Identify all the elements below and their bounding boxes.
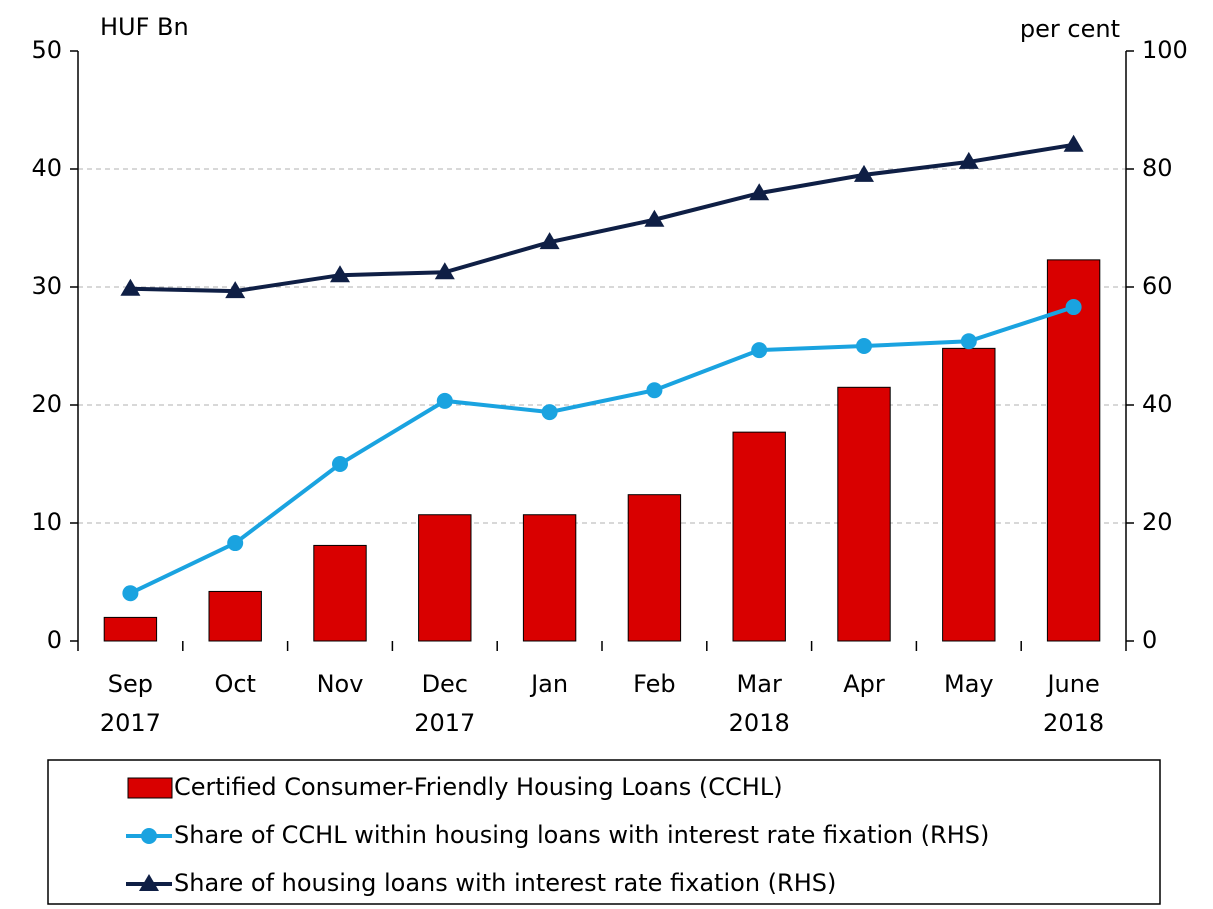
bar — [208, 590, 262, 642]
y2-tick-label: 80 — [1142, 154, 1173, 182]
marker — [122, 585, 139, 602]
bar — [522, 514, 577, 642]
y-tick-label: 50 — [31, 36, 62, 64]
bar — [627, 494, 682, 642]
marker — [960, 333, 977, 350]
marker — [856, 338, 872, 354]
x-tick-label: Dec 2017 — [414, 670, 475, 737]
x-tick-label: June 2018 — [1043, 670, 1104, 737]
x-tick-label: Oct — [214, 670, 256, 698]
x-tick-label: Mar 2018 — [729, 670, 790, 737]
marker — [1065, 299, 1082, 316]
y2-tick-label: 20 — [1142, 508, 1173, 536]
legend-swatch — [127, 777, 173, 799]
marker — [751, 342, 768, 359]
line — [130, 142, 1074, 294]
marker — [225, 281, 246, 299]
marker — [854, 164, 874, 182]
bar — [942, 347, 996, 642]
marker — [541, 404, 558, 421]
marker — [749, 183, 770, 201]
marker — [332, 456, 348, 472]
bar — [313, 544, 367, 642]
y2-tick-label: 60 — [1142, 272, 1173, 300]
marker — [958, 151, 979, 169]
y-tick-label: 0 — [47, 626, 62, 654]
x-tick-label: Jan — [529, 670, 568, 698]
marker — [330, 265, 350, 283]
marker — [1063, 134, 1084, 152]
bar — [418, 514, 472, 642]
y-axis-label: HUF Bn — [100, 13, 189, 41]
marker — [434, 262, 455, 280]
y2-tick-label: 0 — [1142, 626, 1157, 654]
legend-label: Share of CCHL within housing loans with … — [174, 821, 989, 849]
y2-axis-label: per cent — [1020, 15, 1120, 43]
y2-tick-label: 40 — [1142, 390, 1173, 418]
x-tick-label: Apr — [843, 670, 885, 698]
y-tick-label: 40 — [31, 154, 62, 182]
y-tick-label: 30 — [31, 272, 62, 300]
bar — [1046, 259, 1101, 642]
x-tick-label: May — [944, 670, 994, 698]
legend-label: Share of housing loans with interest rat… — [174, 869, 836, 897]
y-tick-label: 10 — [31, 508, 62, 536]
bar — [837, 386, 891, 642]
marker — [120, 278, 141, 296]
bar — [103, 616, 158, 642]
marker — [436, 392, 453, 409]
x-tick-label: Nov — [317, 670, 364, 698]
legend-label: Certified Consumer-Friendly Housing Loan… — [174, 773, 783, 801]
marker — [646, 382, 663, 399]
y-tick-label: 20 — [31, 390, 62, 418]
y2-tick-label: 100 — [1142, 36, 1188, 64]
marker — [644, 209, 665, 227]
x-tick-label: Feb — [633, 670, 676, 698]
legend-box — [47, 759, 1161, 905]
marker — [539, 232, 560, 250]
x-tick-label: Sep 2017 — [100, 670, 161, 737]
line — [129, 305, 1075, 596]
legend-marker — [139, 874, 159, 891]
marker — [227, 535, 244, 552]
bar — [732, 431, 786, 642]
legend-marker — [141, 828, 157, 844]
